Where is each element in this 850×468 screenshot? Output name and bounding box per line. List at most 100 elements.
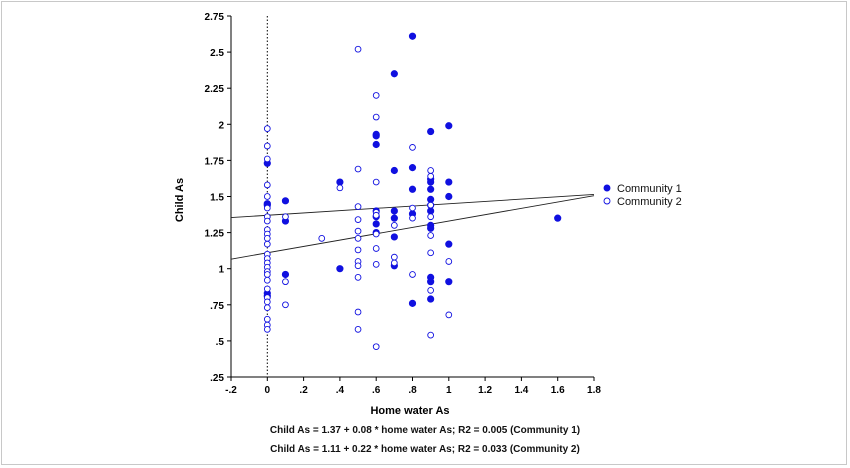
community-1-point: [390, 207, 398, 215]
x-tick-label: -.2: [225, 385, 237, 396]
community-2-point: [391, 253, 398, 261]
community-2-point: [263, 235, 271, 242]
x-tick-label: .8: [408, 385, 417, 396]
community-2-point: [263, 125, 271, 132]
x-tick-label: 1.6: [551, 385, 565, 396]
equation-community-2: Child As = 1.11 + 0.22 * home water As; …: [270, 444, 580, 455]
community-2-point: [391, 222, 398, 229]
community-2-point: [263, 193, 271, 200]
legend-marker: [603, 197, 611, 205]
community-2-point: [354, 246, 362, 254]
community-1-point: [281, 270, 290, 279]
community-2-point: [391, 259, 398, 267]
community-2-point: [354, 262, 362, 270]
community-1-point: [281, 197, 290, 205]
community-2-point: [409, 214, 416, 222]
community-2-point: [445, 258, 453, 265]
community-1-point: [427, 224, 435, 232]
legend-label: Community 1: [617, 183, 682, 195]
community-2-point: [263, 298, 271, 306]
community-2-point: [282, 278, 289, 286]
community-1-point: [445, 192, 453, 201]
community-2-point: [372, 245, 380, 252]
data-points: [263, 32, 562, 351]
community-2-point: [263, 285, 271, 293]
community-2-point: [263, 325, 271, 333]
community-2-point: [427, 201, 435, 209]
community-1-point: [445, 122, 453, 130]
community-2-point: [427, 232, 435, 239]
community-2-point: [354, 274, 362, 281]
community-2-point: [318, 235, 326, 242]
x-tick-label: 1: [446, 385, 452, 396]
community-1-point: [390, 233, 398, 241]
community-2-point: [427, 172, 435, 180]
y-tick-label: 2.25: [205, 84, 225, 95]
community-2-point: [263, 240, 271, 248]
x-tick-label: .6: [372, 385, 381, 396]
community-1-point: [408, 164, 417, 172]
community-2-point: [263, 271, 271, 278]
community-2-point: [372, 113, 380, 121]
y-tick-label: 1: [218, 265, 224, 276]
community-2-point: [263, 181, 271, 189]
y-tick-label: 1.5: [210, 193, 224, 204]
community-2-point: [263, 304, 271, 312]
community-1-point: [372, 140, 380, 149]
community-1-point: [427, 278, 435, 286]
community-2-point: [336, 184, 344, 192]
community-2-point: [263, 315, 271, 323]
community-1-point: [390, 214, 398, 222]
x-tick-label: 1.8: [587, 385, 601, 396]
community-2-point: [354, 165, 362, 173]
community-1-point: [336, 178, 344, 186]
y-tick-label: .25: [210, 373, 224, 384]
community-1-point: [408, 299, 417, 307]
community-2-point: [263, 155, 271, 163]
community-2-point: [263, 142, 271, 150]
community-1-point: [427, 295, 435, 303]
community-2-point: [372, 261, 380, 268]
x-tick-label: .2: [299, 385, 308, 396]
community-2-point: [372, 92, 380, 99]
community-1-point: [372, 132, 380, 140]
community-1-point: [445, 178, 453, 186]
y-tick-label: .5: [216, 337, 225, 348]
community-2-point: [427, 331, 435, 339]
y-tick-label: 2.75: [205, 12, 225, 23]
community-1-point: [427, 207, 435, 215]
y-tick-label: 1.75: [205, 156, 225, 167]
x-axis-label: Home water As: [370, 405, 449, 417]
legend-label: Community 2: [617, 196, 682, 208]
x-tick-label: .4: [336, 385, 345, 396]
community-1-point: [408, 32, 417, 40]
community-2-point: [372, 230, 380, 238]
x-tick-label: 0: [265, 385, 271, 396]
x-tick-label: 1.4: [514, 385, 528, 396]
community-2-point: [409, 204, 416, 212]
axes: -.2 0 .2 .4 .6 .8 1 1.2 1.4 1.6 1.8 .25 .5 .75 1 1.25 1.…: [205, 12, 602, 396]
community-2-point: [263, 276, 271, 284]
fit-line: [230, 195, 595, 260]
community-2-point: [427, 213, 435, 221]
community-1-point: [554, 214, 562, 222]
community-1-point: [390, 70, 398, 78]
x-tick-label: 1.2: [478, 385, 492, 396]
community-2-point: [427, 249, 435, 257]
community-2-point: [354, 45, 362, 53]
community-2-point: [282, 213, 289, 221]
community-2-point: [409, 144, 416, 151]
community-2-point: [427, 287, 435, 294]
community-2-point: [372, 211, 380, 219]
scatter-plot: -.2 0 .2 .4 .6 .8 1 1.2 1.4 1.6 1.8 .25 .5 .75 1 1.25 1.…: [174, 12, 682, 417]
y-tick-label: .75: [210, 301, 224, 312]
community-2-point: [282, 301, 289, 309]
y-tick-label: 2.5: [210, 48, 224, 59]
community-2-point: [409, 271, 416, 278]
community-2-point: [354, 203, 362, 210]
legend-marker: [603, 184, 611, 192]
community-1-point: [427, 185, 435, 193]
community-2-point: [445, 311, 453, 319]
